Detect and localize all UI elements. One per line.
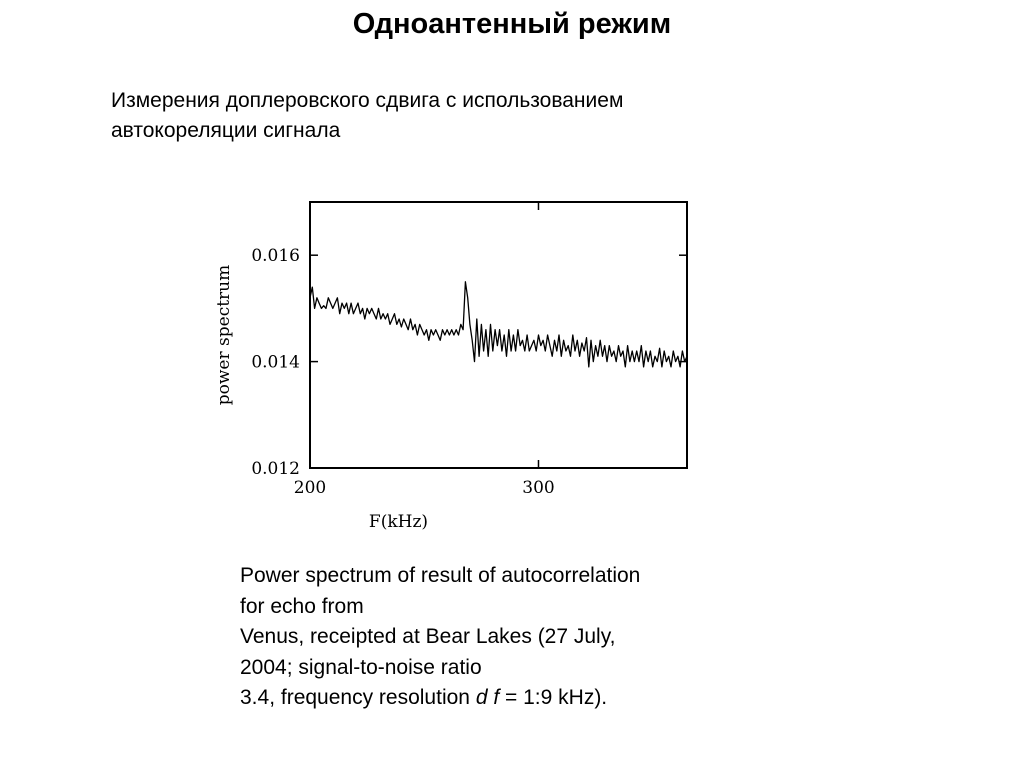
y-tick-label: 0.012 [251, 459, 300, 479]
slide-subtitle: Измерения доплеровского сдвига с использ… [111, 86, 771, 146]
slide-title: Одноантенный режим [352, 8, 672, 40]
y-tick-label: 0.016 [251, 246, 300, 266]
caption-d-symbol: d [475, 686, 488, 709]
figure-caption: Power spectrum of result of autocorrelat… [240, 561, 760, 714]
x-tick-label: 300 [522, 478, 554, 498]
x-tick-label: 200 [294, 478, 326, 498]
caption-line-5-prefix: 3.4, frequency resolution [240, 686, 476, 709]
x-axis-label: F(kHz) [369, 512, 428, 532]
caption-line-5-suffix: = 1:9 kHz). [499, 686, 608, 709]
chart-frame-group [309, 201, 688, 469]
caption-line-3: Venus, receipted at Bear Lakes (27 July, [240, 625, 616, 648]
series-line-power-spectrum [309, 281, 688, 368]
plot-frame [309, 201, 688, 469]
ticks-group: 200 300 0.012 0.014 0.016 [251, 202, 687, 498]
y-tick-label: 0.014 [251, 353, 300, 373]
caption-line-1: Power spectrum of result of autocorrelat… [240, 564, 641, 587]
caption-line-4: 2004; signal-to-noise ratio [240, 655, 482, 679]
y-axis-label: power spectrum [214, 265, 234, 405]
subtitle-line-1: Измерения доплеровского сдвига с использ… [111, 89, 624, 112]
labels-group: F(kHz) power spectrum [214, 265, 428, 532]
caption-line-2: for echo from [240, 594, 364, 618]
caption-line-5: 3.4, frequency resolution d f = 1:9 kHz)… [240, 683, 760, 714]
subtitle-line-2: автокореляции сигнала [111, 119, 341, 142]
caption-f-symbol: f [493, 686, 500, 709]
